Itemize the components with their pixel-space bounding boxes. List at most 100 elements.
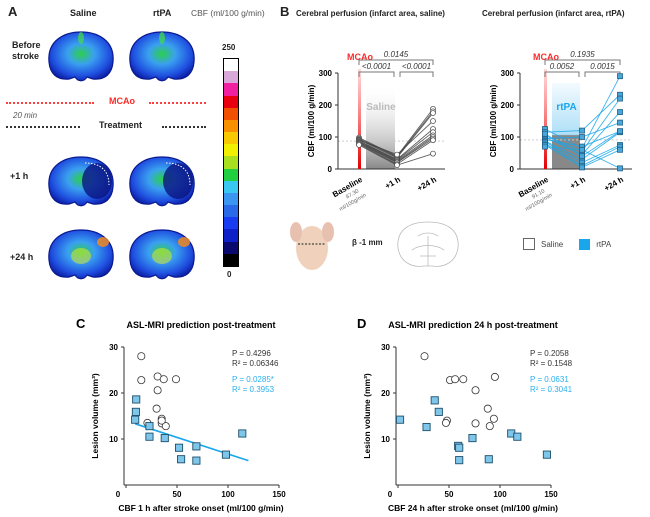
stat-p-rtpa: P = 0.0631 xyxy=(530,375,569,384)
y-axis-label: Lesion volume (mm³) xyxy=(90,373,100,459)
data-point xyxy=(617,119,623,126)
mcao-event-line xyxy=(544,69,547,169)
treatment-window-label: Saline xyxy=(366,102,396,113)
data-point-saline xyxy=(137,352,146,361)
infarct-outline xyxy=(84,162,110,186)
data-point xyxy=(542,130,548,137)
hyperperfusion-spot xyxy=(178,237,190,247)
data-point-rtpa xyxy=(238,429,247,438)
data-point-saline xyxy=(451,375,460,384)
comparison-bracket xyxy=(584,71,621,77)
x-tick-label: 50 xyxy=(445,490,454,499)
colorbar xyxy=(223,58,239,267)
comparison-bracket xyxy=(358,71,395,77)
perfusion-spot xyxy=(78,32,84,44)
data-point-rtpa xyxy=(542,450,551,459)
data-point-rtpa xyxy=(131,407,140,416)
colorbar-segment xyxy=(224,59,238,72)
x-tick-label: 100 xyxy=(221,490,235,499)
column-label-rtpa: rtPA xyxy=(153,8,172,18)
row-label-24h: +24 h xyxy=(10,252,34,262)
panel-letter: D xyxy=(357,316,366,331)
chart-title: ASL-MRI prediction 24 h post-treatment xyxy=(388,320,558,330)
x-axis-label: CBF 1 h after stroke onset (ml/100 g/min… xyxy=(118,503,283,513)
data-point xyxy=(430,118,436,124)
data-point-saline xyxy=(171,375,180,384)
brain-slice xyxy=(48,31,114,82)
mcao-divider-right xyxy=(149,102,206,104)
colorbar-min-label: 0 xyxy=(227,270,232,279)
data-point xyxy=(579,134,585,140)
brain-cbf-map xyxy=(48,31,114,82)
data-point-saline xyxy=(459,375,468,384)
colorbar-segment xyxy=(224,229,238,242)
brain-slice xyxy=(129,31,195,82)
x-tick-label: 50 xyxy=(173,490,182,499)
colorbar-segment xyxy=(224,192,238,206)
colorbar-segment xyxy=(224,132,238,145)
y-tick-label: 20 xyxy=(381,389,390,398)
data-point xyxy=(617,73,623,80)
data-point-rtpa xyxy=(174,443,184,452)
treatment-window xyxy=(552,83,580,169)
brain-cbf-map xyxy=(48,156,114,207)
comparison-p-value: <0.0001 xyxy=(402,62,431,71)
data-point xyxy=(542,143,548,150)
stereotaxic-illustration xyxy=(290,221,459,270)
data-point xyxy=(394,151,400,158)
data-point-rtpa xyxy=(395,415,405,424)
chart-title-rtpa: Cerebral perfusion (infarct area, rtPA) xyxy=(482,9,625,18)
perfusion-spot xyxy=(159,32,165,44)
panel-a-letter: A xyxy=(8,4,18,19)
data-point-saline xyxy=(159,375,168,384)
data-point-rtpa xyxy=(455,456,464,465)
data-point-rtpa xyxy=(132,395,141,404)
data-point-rtpa xyxy=(192,442,201,451)
panel-b-letter: B xyxy=(280,4,290,19)
panel-letter: C xyxy=(76,316,86,331)
y-tick-label: 30 xyxy=(381,343,390,352)
chart-title: ASL-MRI prediction post-treatment xyxy=(126,320,275,330)
perfusion-spot xyxy=(152,248,172,264)
colorbar-title: CBF (ml/100 g/min) xyxy=(191,8,265,18)
row-label-line: Before xyxy=(12,40,41,50)
colorbar-segment xyxy=(224,107,238,120)
y-tick-label: 100 xyxy=(501,133,515,142)
brain-cbf-map xyxy=(129,229,195,280)
data-point-rtpa xyxy=(430,396,439,405)
data-point xyxy=(430,150,436,157)
legend-swatch-saline xyxy=(523,238,535,250)
colorbar-segment xyxy=(224,156,238,169)
x-category-label: +1 h xyxy=(383,175,402,191)
y-axis-label: Lesion volume (mm³) xyxy=(362,373,372,459)
y-tick-label: 100 xyxy=(319,133,333,142)
treatment-label: Treatment xyxy=(99,120,143,130)
comparison-p-value: <0.0001 xyxy=(362,62,391,71)
y-tick-label: 0 xyxy=(328,165,333,174)
x-tick-label: 0 xyxy=(116,490,121,499)
data-point-saline xyxy=(157,416,166,425)
data-point-saline xyxy=(420,352,429,361)
mcao-label: MCAo xyxy=(109,96,135,106)
brain-cbf-map xyxy=(129,31,195,82)
stat-r2-rtpa: R² = 0.3041 xyxy=(530,385,573,394)
data-point-rtpa xyxy=(145,432,154,441)
comparison-p-value: 0.0015 xyxy=(590,62,615,71)
data-point xyxy=(617,109,623,115)
x-category-label: +24 h xyxy=(416,175,439,193)
y-axis-label: CBF (ml/100 g/min) xyxy=(307,84,316,157)
data-point-rtpa xyxy=(131,415,140,424)
x-tick-label: 0 xyxy=(388,490,393,499)
treatment-window-label: rtPA xyxy=(556,102,576,113)
data-point-rtpa xyxy=(455,443,464,452)
x-tick-label: 150 xyxy=(544,490,558,499)
y-tick-label: 200 xyxy=(501,101,515,110)
colorbar-segment xyxy=(224,71,238,84)
comparison-bracket xyxy=(544,59,621,65)
data-point-saline xyxy=(152,404,161,413)
ischemic-core xyxy=(82,163,112,199)
stereotaxic-label: β -1 mm xyxy=(352,238,383,247)
comparison-p-value: 0.1935 xyxy=(570,50,595,59)
